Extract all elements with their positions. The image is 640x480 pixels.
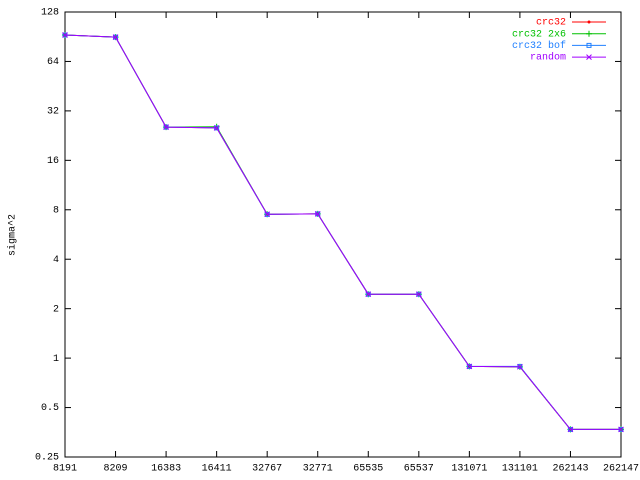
x-tick-label: 8191 <box>53 464 77 475</box>
legend-label: crc32 <box>536 18 566 29</box>
marker <box>365 291 372 298</box>
y-tick-label: 64 <box>47 57 59 68</box>
x-tick-label: 65535 <box>353 464 383 475</box>
marker <box>264 211 271 218</box>
marker <box>415 291 422 298</box>
marker <box>213 125 220 131</box>
marker <box>587 20 591 24</box>
x-tick-label: 16383 <box>151 464 181 475</box>
series-line <box>64 34 621 430</box>
x-tick-label: 131071 <box>451 464 487 475</box>
x-tick-label: 65537 <box>404 464 434 475</box>
y-tick-label: 0.5 <box>41 403 59 414</box>
series-line <box>64 34 621 430</box>
x-tick-label: 16411 <box>202 464 232 475</box>
marker <box>586 30 592 37</box>
legend-label: crc32 2x6 <box>512 29 566 40</box>
marker <box>112 34 119 40</box>
marker <box>517 363 523 370</box>
plot-border <box>64 11 622 458</box>
y-tick-label: 8 <box>53 205 59 216</box>
y-axis-label: sigma^2 <box>7 214 19 256</box>
y-tick-label: 0.25 <box>35 453 59 464</box>
legend-label: crc32 bof <box>512 40 566 52</box>
series-line <box>64 34 621 430</box>
x-tick-label: 32771 <box>303 464 333 475</box>
marker <box>586 54 592 60</box>
y-tick-label: 4 <box>53 255 59 266</box>
marker <box>586 42 592 48</box>
marker <box>314 211 321 217</box>
y-tick-label: 32 <box>47 107 59 118</box>
x-tick-label: 262147 <box>603 464 639 475</box>
x-tick-label: 131101 <box>502 464 538 475</box>
marker <box>163 124 169 130</box>
series-line <box>64 34 621 430</box>
y-tick-label: 16 <box>47 156 59 167</box>
marker <box>62 32 68 38</box>
x-tick-label: 8209 <box>104 464 128 475</box>
marker <box>466 363 473 370</box>
x-tick-label: 32767 <box>252 464 282 475</box>
y-tick-label: 2 <box>53 304 59 315</box>
x-tick-label: 262143 <box>552 464 588 475</box>
marker <box>618 426 624 433</box>
y-tick-label: 1 <box>53 354 59 365</box>
y-tick-label: 128 <box>41 8 59 19</box>
marker <box>567 426 574 433</box>
legend-label: random <box>530 52 566 64</box>
